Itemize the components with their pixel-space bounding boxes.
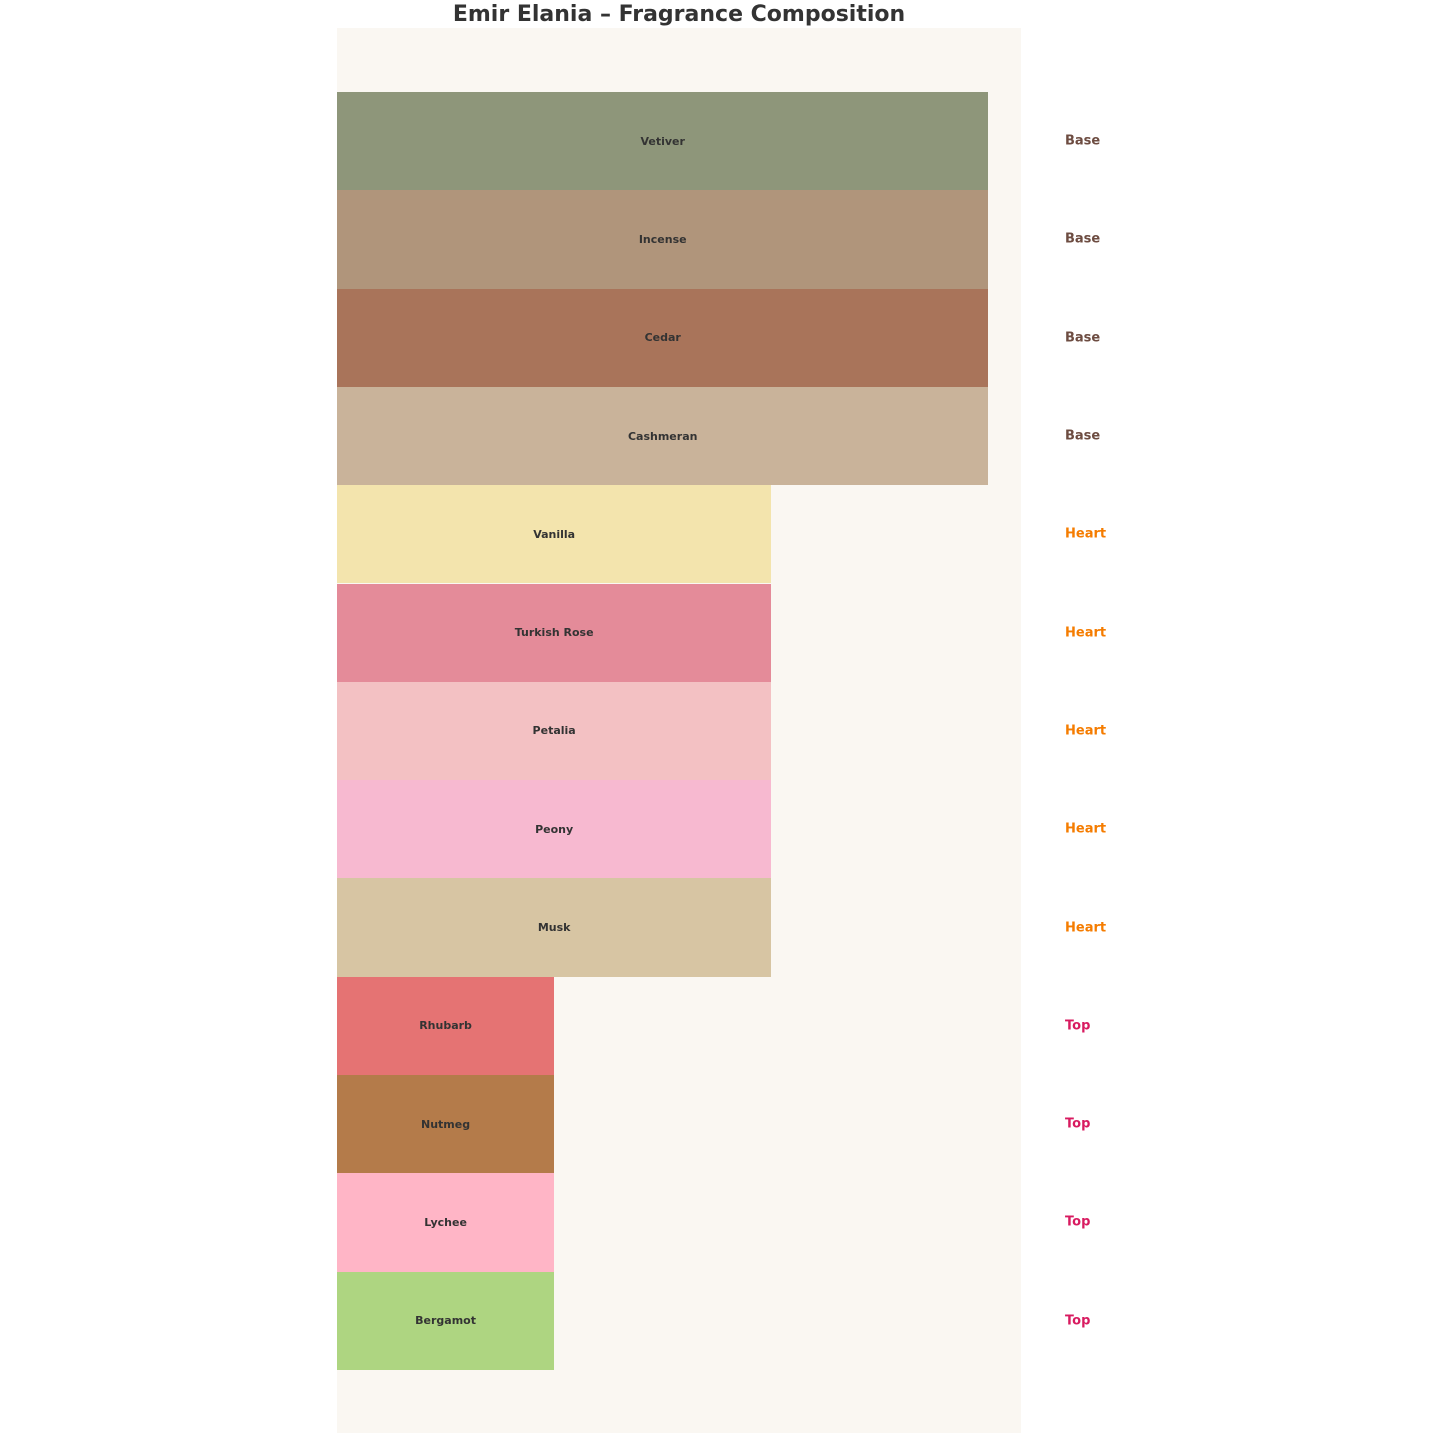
bar-vetiver: Vetiver <box>337 92 989 191</box>
layer-label: Top <box>1065 1116 1091 1132</box>
layer-label: Heart <box>1065 821 1107 837</box>
bar-lychee: Lychee <box>337 1173 555 1272</box>
layer-label: Base <box>1065 428 1101 444</box>
layer-label: Heart <box>1065 625 1107 641</box>
bar-rhubarb: Rhubarb <box>337 976 555 1075</box>
bar-label: Lychee <box>424 1215 467 1229</box>
bar-label: Bergamot <box>415 1314 476 1328</box>
bar-turkish-rose: Turkish Rose <box>337 583 772 682</box>
bar-vanilla: Vanilla <box>337 485 772 584</box>
bar-musk: Musk <box>337 878 772 977</box>
bar-cashmeran: Cashmeran <box>337 386 989 486</box>
layer-label: Heart <box>1065 920 1107 936</box>
bar-label: Vetiver <box>640 134 685 148</box>
bar-label: Musk <box>537 921 571 935</box>
bar-incense: Incense <box>337 190 989 289</box>
layer-label: Heart <box>1065 723 1107 739</box>
bar-petalia: Petalia <box>337 681 772 781</box>
bar-label: Vanilla <box>533 527 576 541</box>
bar-label: Cashmeran <box>627 429 698 443</box>
bar-label: Petalia <box>532 724 576 738</box>
layer-label: Top <box>1065 1018 1091 1034</box>
layer-label: Top <box>1065 1214 1091 1230</box>
bar-label: Cedar <box>644 331 681 345</box>
layer-label: Heart <box>1065 526 1107 542</box>
layer-label: Base <box>1065 231 1101 247</box>
layer-label: Top <box>1065 1313 1091 1329</box>
bar-label: Rhubarb <box>419 1019 472 1033</box>
bar-peony: Peony <box>337 780 772 879</box>
layer-label: Base <box>1065 330 1101 346</box>
layer-label: Base <box>1065 133 1101 149</box>
bar-label: Turkish Rose <box>514 626 594 640</box>
bar-nutmeg: Nutmeg <box>337 1075 555 1174</box>
plot-area: Vetiver Incense Cedar Cashmeran Vanilla Turki… <box>337 28 1021 1433</box>
chart-title: Emir Elania – Fragrance Composition <box>452 2 906 27</box>
bar-label: Nutmeg <box>421 1117 471 1131</box>
bar-label: Incense <box>638 232 687 246</box>
bar-bergamot: Bergamot <box>337 1271 555 1370</box>
bar-cedar: Cedar <box>337 288 989 387</box>
bar-label: Peony <box>535 822 574 836</box>
